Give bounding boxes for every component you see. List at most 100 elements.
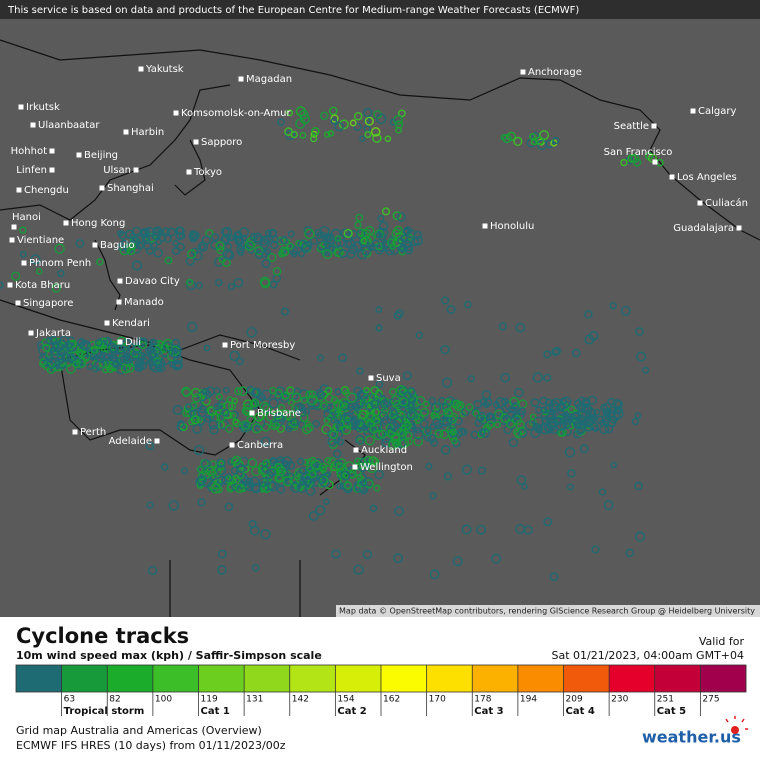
track-point [506,131,516,141]
track-point [391,228,402,239]
track-point [353,564,364,575]
track-point [286,461,296,470]
track-point [101,366,110,374]
track-point [514,387,524,398]
track-point [54,243,65,254]
track-point [346,239,356,250]
track-point [145,441,155,451]
track-point [259,401,270,412]
logo-sun [725,716,748,734]
track-point [355,397,365,407]
track-point [77,349,86,358]
track-point [631,417,640,426]
track-point [196,465,204,473]
city-label: Harbin [131,127,164,138]
track-point [162,341,173,352]
city-label: Komsomolsk-on-Amur [181,108,291,119]
track-point [335,462,345,472]
track-point [290,418,299,426]
track-point [286,386,295,395]
city-marker [352,464,358,470]
city-marker [92,242,98,248]
track-point [236,244,245,254]
city-marker [72,429,78,435]
track-point [633,158,642,167]
track-point [428,397,436,405]
scale-swatch [107,665,154,692]
track-point [409,423,417,430]
track-point [386,427,395,436]
city-marker [368,375,374,381]
track-point [415,395,426,406]
track-point [317,391,326,399]
track-point [448,415,457,424]
track-point [364,479,374,489]
track-point [269,457,277,465]
track-point [213,403,221,411]
track-point [140,228,149,237]
track-point [354,221,362,229]
city-marker [186,169,192,175]
track-point [301,241,312,252]
city-label: Guadalajara [673,223,734,234]
track-point [127,246,136,255]
track-point [439,429,450,440]
track-point [264,229,272,237]
track-point [175,232,184,241]
track-point [197,498,206,507]
city-label: Kota Bharu [15,280,70,291]
track-point [610,461,617,469]
track-point [128,342,135,350]
track-point [440,344,450,355]
track-point [152,346,161,356]
city-marker [222,342,228,348]
track-point [287,399,295,406]
track-point [354,482,365,493]
track-point [343,414,353,424]
track-point [277,118,285,126]
track-point [362,248,372,258]
track-point [251,466,262,477]
city-marker [652,159,658,165]
track-point [246,327,257,338]
track-point [192,424,203,434]
track-point [112,360,120,368]
track-point [415,331,424,339]
track-point [367,244,374,251]
notice: This service is based on data and produc… [7,5,579,16]
track-point [410,237,420,247]
track-point [222,249,233,260]
track-point [492,401,500,409]
track-point [220,236,229,245]
track-point [369,504,378,513]
track-point [132,260,143,271]
track-point [498,415,509,425]
track-point [370,127,381,137]
track-point [210,240,220,250]
track-point [567,405,576,414]
scale-label: 82 [109,695,120,705]
track-point [375,428,386,439]
track-point [349,119,357,127]
city-label: Davao City [125,276,180,287]
track-point [172,247,181,255]
city-label: Honolulu [490,221,534,232]
track-point [360,479,368,487]
track-point [339,400,350,411]
track-point [299,413,309,423]
city-marker [7,282,13,288]
track-point [176,242,185,252]
scale-swatch [335,665,382,692]
track-point [163,234,172,243]
track-point [205,229,214,238]
city-label: Ulsan [103,165,131,176]
track-point [138,341,147,350]
track-point [153,359,162,368]
city-label: Perth [80,427,106,438]
track-point [600,403,608,412]
track-point [274,389,283,398]
track-point [271,235,279,244]
track-point [218,255,226,264]
scale-label: 275 [702,695,719,705]
track-point [250,482,261,493]
